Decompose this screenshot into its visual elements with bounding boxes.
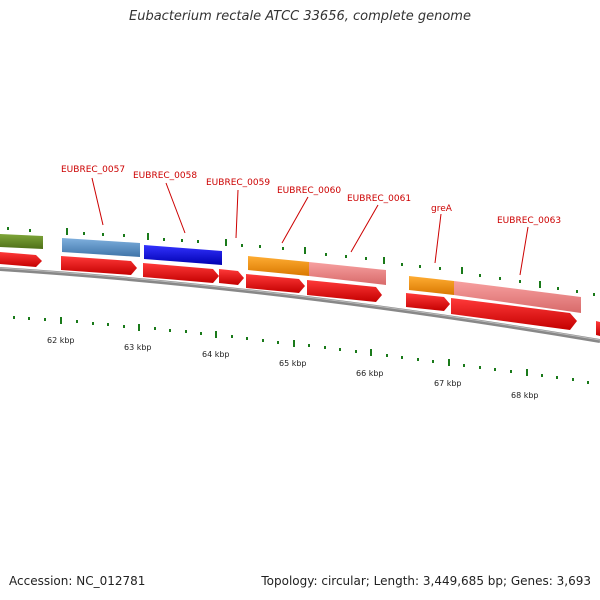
scale-label-67kbp: 67 kbp: [434, 379, 462, 388]
cds-arrow-grea[interactable]: [406, 293, 450, 311]
gene-label-eubrec-0063: EUBREC_0063: [497, 216, 561, 226]
cds-arrow-eubrec-0063[interactable]: [451, 298, 577, 330]
cds-arrow-eubrec-0059[interactable]: [219, 269, 244, 285]
gene-bar-eubrec-0063[interactable]: [454, 281, 581, 313]
gene-bar-grea[interactable]: [409, 276, 454, 295]
upper-tick-row: [7, 227, 595, 296]
gene-bar-eubrec-0061[interactable]: [309, 262, 386, 285]
lower-tick-row: [13, 316, 589, 384]
cds-arrow-olive[interactable]: [0, 252, 42, 267]
gene-bar-eubrec-0057[interactable]: [62, 238, 140, 257]
gene-label-eubrec-0060: EUBREC_0060: [277, 186, 341, 196]
gene-label-eubrec-0061: EUBREC_0061: [347, 194, 411, 204]
cds-arrow-eubrec-0061[interactable]: [307, 280, 382, 302]
scale-label-62kbp: 62 kbp: [47, 336, 75, 345]
label-leader-lines: [91, 177, 529, 276]
gene-label-eubrec-0058: EUBREC_0058: [133, 171, 197, 181]
scale-label-63kbp: 63 kbp: [124, 343, 152, 352]
cds-arrow-eubrec-0057[interactable]: [61, 256, 137, 275]
gene-bar-eubrec-0060[interactable]: [248, 256, 309, 276]
scale-label-68kbp: 68 kbp: [511, 391, 539, 400]
genome-backbone: [0, 267, 600, 343]
accession-text: Accession: NC_012781: [9, 574, 146, 588]
gene-bar-olive[interactable]: [0, 234, 43, 249]
gene-label-grea: greA: [431, 204, 453, 214]
gene-bar-eubrec-0058[interactable]: [144, 245, 222, 265]
map-title: Eubacterium rectale ATCC 33656, complete…: [129, 9, 471, 24]
gene-label-eubrec-0057: EUBREC_0057: [61, 165, 125, 175]
cds-arrow-partial[interactable]: [596, 321, 600, 336]
genome-backbone-highlight: [0, 267, 600, 341]
genome-summary-text: Topology: circular; Length: 3,449,685 bp…: [261, 574, 591, 588]
cds-arrow-eubrec-0058[interactable]: [143, 263, 219, 283]
scale-label-65kbp: 65 kbp: [279, 359, 307, 368]
cds-arrow-eubrec-0060[interactable]: [246, 274, 305, 293]
gene-label-eubrec-0059: EUBREC_0059: [206, 178, 270, 188]
scale-label-66kbp: 66 kbp: [356, 369, 384, 378]
scale-label-64kbp: 64 kbp: [202, 350, 230, 359]
